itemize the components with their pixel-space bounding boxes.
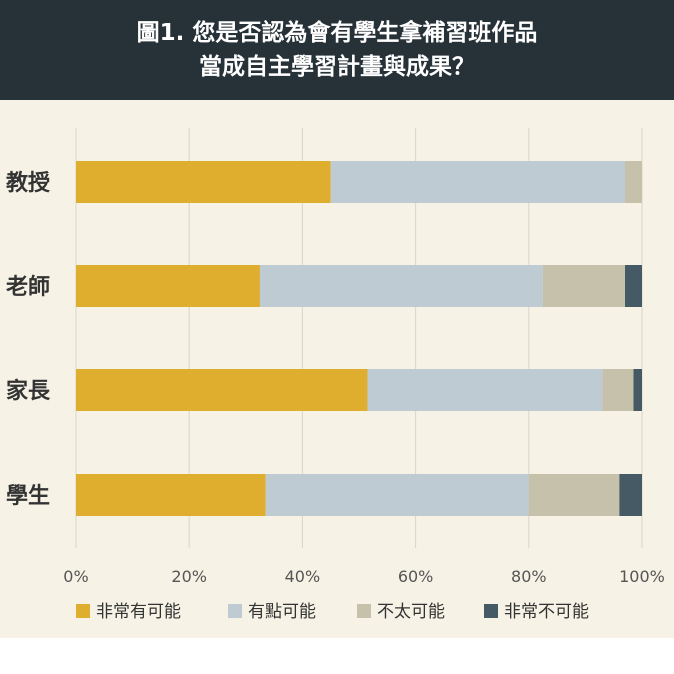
category-label: 家長 (6, 378, 51, 404)
bar-segment (265, 474, 529, 516)
legend-label: 有點可能 (248, 602, 316, 622)
legend-swatch (228, 604, 242, 618)
bar-segment (625, 265, 642, 307)
x-tick-label: 40% (285, 567, 321, 586)
legend-label: 不太可能 (377, 602, 445, 622)
bar-segment (633, 369, 642, 411)
legend-label: 非常有可能 (96, 602, 181, 622)
bar-segment (76, 265, 260, 307)
bar-segment (76, 369, 368, 411)
bar-segment (619, 474, 642, 516)
title-line-2: 當成自主學習計畫與成果？ (199, 54, 475, 80)
bar-segment (602, 369, 634, 411)
legend-label: 非常不可能 (504, 602, 589, 622)
bar-segment (367, 369, 603, 411)
x-tick-label: 20% (171, 567, 207, 586)
category-label: 學生 (6, 483, 50, 509)
legend-swatch (76, 604, 90, 618)
x-tick-label: 100% (619, 567, 665, 586)
chart-title: 圖1. 您是否認為會有學生拿補習班作品 當成自主學習計畫與成果？ (0, 0, 674, 100)
bar-segment (330, 161, 626, 203)
legend-swatch (484, 604, 498, 618)
x-tick-label: 0% (63, 567, 88, 586)
bar-segment (625, 161, 642, 203)
bar-segment (528, 474, 620, 516)
x-tick-label: 60% (398, 567, 434, 586)
x-tick-label: 80% (511, 567, 547, 586)
legend-swatch (357, 604, 371, 618)
bar-segment (542, 265, 626, 307)
category-label: 老師 (5, 274, 50, 300)
bar-segment (259, 265, 543, 307)
bar-segment (76, 161, 331, 203)
category-label: 教授 (6, 170, 51, 196)
title-line-1: 圖1. 您是否認為會有學生拿補習班作品 (136, 20, 538, 46)
bar-segment (76, 474, 266, 516)
